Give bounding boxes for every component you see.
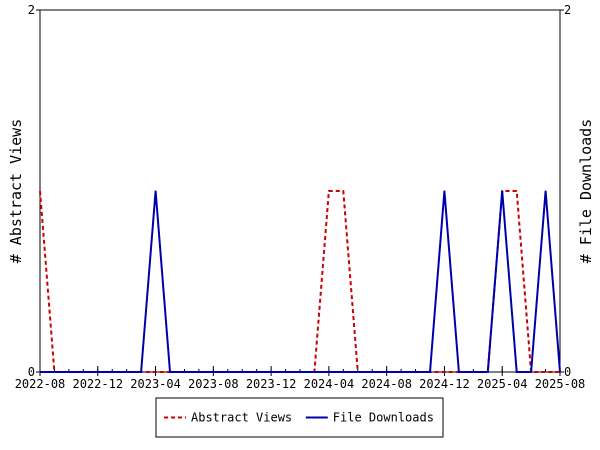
data-point-file-downloads (429, 371, 431, 373)
data-point-file-downloads (328, 371, 330, 373)
data-point-file-downloads (357, 371, 359, 373)
data-point-file-downloads (559, 371, 561, 373)
data-point-abstract-views (443, 371, 446, 373)
data-point-file-downloads (126, 371, 128, 373)
data-point-file-downloads (544, 190, 547, 192)
x-tick-label: 2023-12 (246, 377, 297, 391)
data-point-abstract-views (544, 371, 547, 373)
data-point-file-downloads (256, 371, 258, 373)
data-point-file-downloads (487, 371, 489, 373)
series-line-file-downloads (40, 190, 561, 373)
data-point-file-downloads (198, 371, 200, 373)
x-tick-label: 2022-08 (15, 377, 66, 391)
data-point-file-downloads (212, 371, 214, 373)
y-tick-label-right: 2 (564, 3, 571, 17)
data-point-file-downloads (183, 371, 186, 373)
x-tick-label: 2023-08 (188, 377, 239, 391)
data-point-file-downloads (140, 371, 142, 373)
data-point-abstract-views (154, 371, 157, 373)
data-point-file-downloads (169, 371, 171, 373)
data-point-file-downloads (371, 371, 373, 373)
data-point-file-downloads (82, 371, 84, 373)
y-tick-label-left: 2 (28, 3, 35, 17)
legend-label-abstract-views: Abstract Views (191, 411, 292, 425)
x-tick-label: 2025-08 (535, 377, 586, 391)
y-tick-label-left: 0 (28, 365, 35, 379)
data-point-abstract-views (516, 190, 518, 192)
data-point-file-downloads (501, 190, 503, 192)
x-tick-label: 2024-08 (361, 377, 412, 391)
left-axis-title: # Abstract Views (7, 119, 25, 264)
legend-label-file-downloads: File Downloads (333, 411, 434, 425)
data-point-file-downloads (97, 371, 99, 373)
data-point-file-downloads (443, 190, 446, 192)
data-point-file-downloads (386, 371, 388, 373)
data-point-abstract-views (39, 190, 41, 192)
data-point-file-downloads (227, 371, 229, 373)
data-point-file-downloads (68, 371, 70, 373)
series-line-abstract-views (39, 190, 560, 373)
data-point-file-downloads (53, 371, 56, 373)
data-point-file-downloads (241, 371, 243, 373)
data-point-file-downloads (154, 190, 157, 192)
data-point-file-downloads (516, 371, 518, 373)
x-tick-label: 2025-04 (477, 377, 528, 391)
data-point-file-downloads (342, 371, 344, 373)
x-tick-label: 2024-04 (304, 377, 355, 391)
data-point-file-downloads (530, 371, 532, 373)
plot-frame (39, 9, 561, 373)
data-point-abstract-views (328, 190, 330, 192)
legend: Abstract Views File Downloads (155, 397, 444, 438)
x-tick-label: 2023-04 (130, 377, 181, 391)
data-point-file-downloads (400, 371, 402, 373)
data-point-file-downloads (414, 371, 417, 373)
data-point-file-downloads (270, 371, 272, 373)
data-point-file-downloads (39, 371, 41, 373)
data-point-file-downloads (472, 371, 474, 373)
data-point-abstract-views (342, 190, 344, 192)
data-point-file-downloads (111, 371, 113, 373)
legend-box (155, 397, 444, 438)
right-axis-title: # File Downloads (577, 119, 595, 264)
x-tick-label: 2022-12 (72, 377, 123, 391)
data-point-file-downloads (313, 371, 316, 373)
x-tick-label: 2024-12 (419, 377, 470, 391)
data-point-file-downloads (299, 371, 301, 373)
data-point-file-downloads (284, 371, 287, 373)
data-point-file-downloads (458, 371, 460, 373)
y-tick-label-right: 0 (564, 365, 571, 379)
